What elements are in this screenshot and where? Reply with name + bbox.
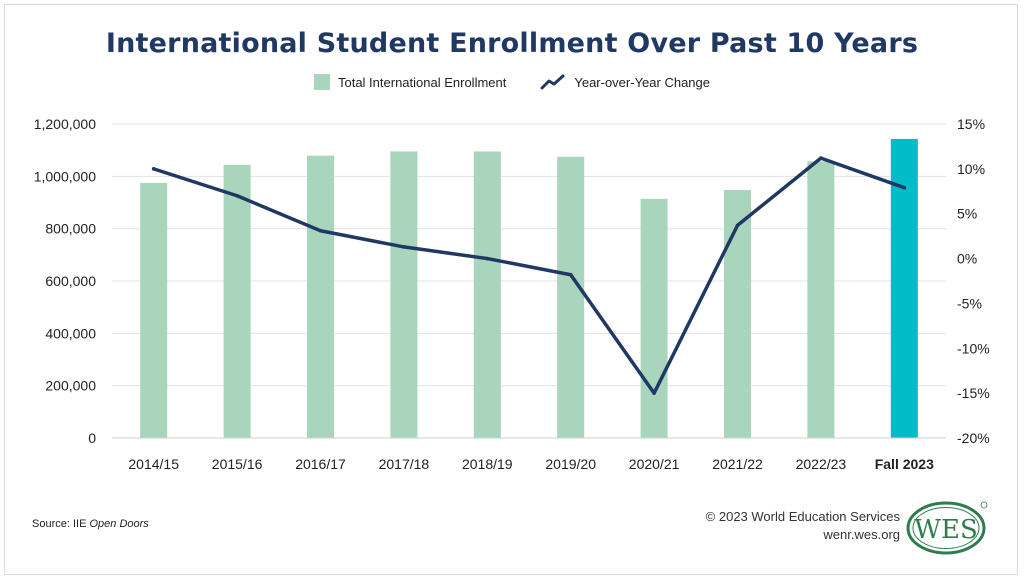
website-link[interactable]: wenr.wes.org — [823, 527, 900, 542]
legend-bar-label: Total International Enrollment — [337, 74, 507, 90]
legend-line-label: Year-over-Year Change — [574, 74, 710, 90]
wes-logo: WES — [906, 501, 988, 555]
chart-title: International Student Enrollment Over Pa… — [105, 28, 919, 59]
source-title: Open Doors — [89, 518, 149, 530]
legend-item-line: Year-over-Year Change — [540, 74, 710, 90]
source-note: Source: IIE Open Doors — [32, 518, 149, 530]
copyright-text: © 2023 World Education Services — [705, 509, 900, 524]
copyright-block: © 2023 World Education Services wenr.wes… — [706, 508, 900, 544]
legend-item-bars: Total International Enrollment — [313, 74, 507, 90]
legend-bar-swatch — [313, 74, 330, 90]
chart-legend: Total International Enrollment Year-over… — [0, 74, 1024, 90]
line-chart-icon — [540, 74, 565, 90]
source-prefix: Source: IIE — [32, 518, 90, 530]
wes-logo-text: WES — [914, 515, 978, 545]
chart-frame — [4, 4, 1018, 575]
